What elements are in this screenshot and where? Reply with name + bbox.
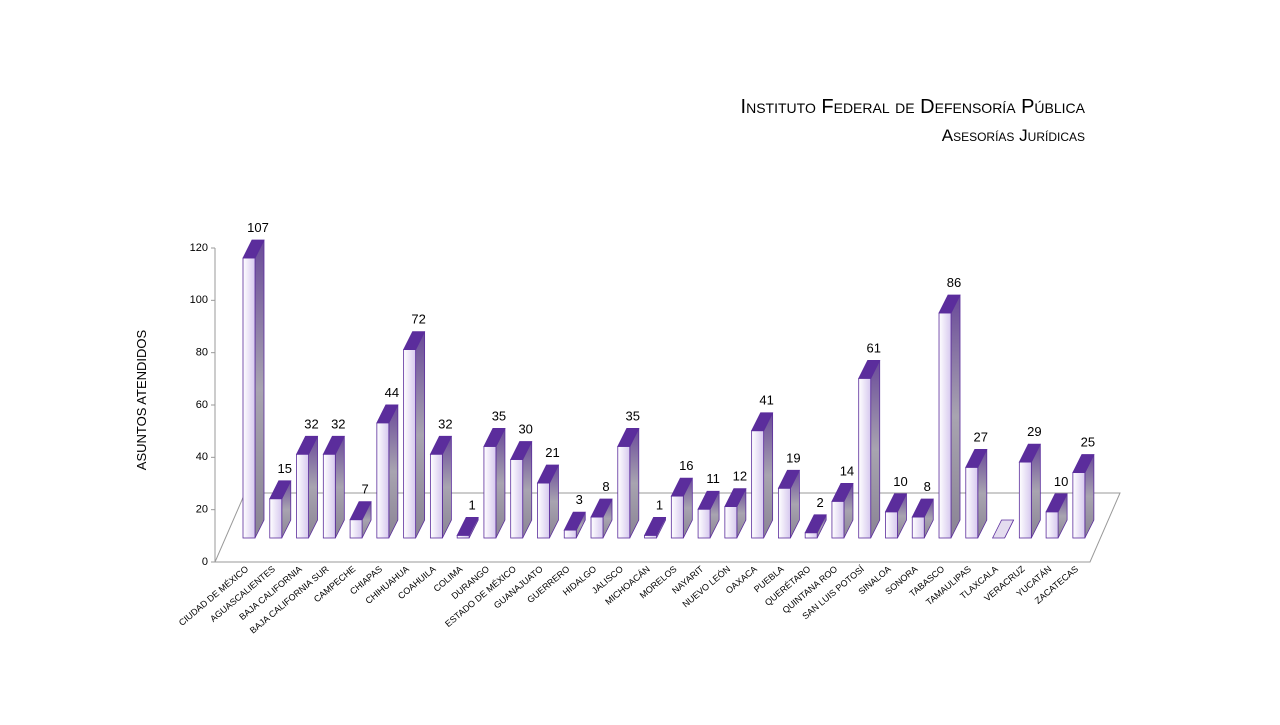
bar (670, 477, 693, 539)
value-label: 1 (656, 497, 663, 512)
y-tick-label: 80 (196, 347, 208, 359)
floor (214, 492, 1121, 563)
bar (697, 490, 720, 539)
value-label: 15 (278, 461, 292, 476)
bar (402, 331, 426, 539)
bar (617, 428, 640, 539)
value-label: 14 (840, 463, 854, 478)
y-axis-label: ASUNTOS ATENDIDOS (134, 329, 149, 470)
value-label: 7 (361, 482, 368, 497)
bar (750, 412, 774, 539)
value-label: 107 (247, 220, 269, 235)
bar (643, 516, 667, 539)
y-tick-label: 40 (196, 451, 208, 463)
value-label: 29 (1027, 424, 1041, 439)
bar (456, 516, 479, 539)
value-label: 32 (304, 416, 318, 431)
bar (831, 482, 854, 539)
bar (884, 493, 908, 539)
value-label: 30 (518, 422, 532, 437)
y-tick-label: 60 (196, 399, 208, 411)
value-label: 10 (1054, 474, 1068, 489)
value-label: 44 (385, 385, 399, 400)
bar (1018, 443, 1041, 539)
value-label: 19 (786, 450, 800, 465)
value-label: 27 (974, 429, 988, 444)
bar (1072, 454, 1095, 539)
bar (269, 480, 292, 539)
value-label: 2 (817, 495, 824, 510)
value-label: 8 (924, 479, 931, 494)
bar (991, 519, 1015, 539)
bar (429, 435, 453, 539)
value-label: 25 (1081, 435, 1095, 450)
y-tick-label: 20 (196, 504, 208, 516)
bar (965, 448, 988, 539)
value-label: 21 (545, 445, 559, 460)
y-tick-label: 120 (190, 242, 208, 254)
bar (322, 435, 345, 539)
value-label: 35 (626, 408, 640, 423)
value-label: 32 (438, 416, 452, 431)
chart-title: Instituto Federal de Defensoría Pública (741, 96, 1086, 118)
bar (536, 464, 560, 539)
bar (804, 514, 827, 539)
bar (510, 441, 533, 539)
value-label: 3 (576, 492, 583, 507)
value-label: 8 (602, 479, 609, 494)
bar (724, 488, 747, 539)
bar (563, 511, 586, 539)
bar (376, 404, 399, 539)
value-label: 72 (411, 312, 425, 327)
bar (483, 428, 506, 539)
bar (858, 359, 881, 539)
value-label: 10 (893, 474, 907, 489)
value-label: 35 (492, 408, 506, 423)
value-label: 1 (469, 497, 476, 512)
bar (777, 469, 801, 539)
bar (242, 239, 265, 539)
value-label: 12 (733, 469, 747, 484)
value-label: 61 (866, 340, 880, 355)
bar (938, 294, 961, 539)
bar (295, 435, 319, 539)
value-label: 11 (706, 471, 720, 486)
bar (590, 498, 613, 539)
value-label: 32 (331, 416, 345, 431)
chart-subtitle: Asesorías Jurídicas (942, 126, 1085, 145)
bar (349, 501, 372, 539)
value-label: 16 (679, 458, 693, 473)
bar (911, 498, 934, 539)
bar (1045, 493, 1068, 539)
y-tick-label: 100 (190, 294, 208, 306)
y-tick-label: 0 (202, 556, 208, 568)
value-label: 41 (759, 393, 773, 408)
value-label: 86 (947, 275, 961, 290)
